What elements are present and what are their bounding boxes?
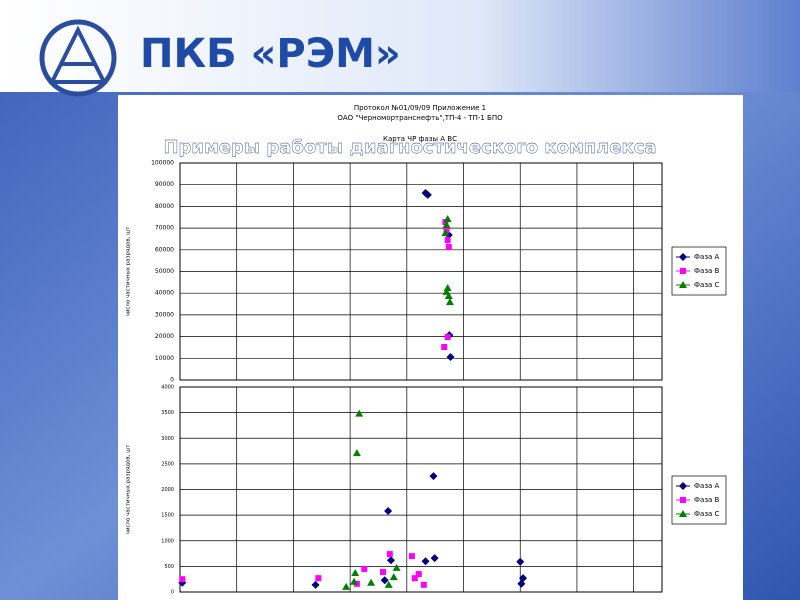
point [445,243,452,250]
point [311,580,320,589]
header-band [0,0,800,92]
legend-label: Фаза А [694,482,720,490]
y-tick-label: 30000 [155,311,174,318]
point [408,553,415,560]
y-tick-label: 70000 [155,225,174,232]
point [423,190,432,199]
point [443,214,452,222]
point [352,449,361,457]
y-tick-label: 1500 [161,513,174,519]
point [179,576,186,583]
y-axis-label: число частичных разрядов, шт [126,226,132,317]
point [443,283,452,291]
point [430,554,439,563]
y-tick-label: 3000 [161,436,174,442]
y-tick-label: 100000 [151,160,174,167]
legend-label: Фаза С [694,510,720,518]
y-tick-label: 10000 [155,355,174,362]
y-tick-label: 500 [164,564,174,570]
point [516,557,525,566]
logo [39,19,117,97]
logo-text: ПКБ «РЭМ» [140,31,401,77]
point [429,472,438,481]
point [411,575,418,582]
y-tick-label: 2500 [161,461,174,467]
point [421,557,430,566]
slide-title: Примеры работы диагностического комплекс… [163,137,656,158]
point [444,237,451,244]
legend-label: Фаза В [694,496,720,504]
y-tick-label: 20000 [155,333,174,340]
point [443,227,450,234]
y-tick-label: 1000 [161,538,174,544]
point [386,551,393,558]
point [420,581,427,588]
point [389,573,398,581]
point [444,292,453,300]
point [446,352,455,361]
point [392,563,401,571]
legend-marker [679,281,687,288]
y-tick-label: 40000 [155,290,174,297]
point [444,334,451,341]
point [384,580,393,588]
y-tick-label: 0 [170,377,174,384]
point [361,565,368,572]
y-tick-label: 4000 [161,385,174,391]
point [380,576,389,585]
chart-title: Карта ЧР фазы А ВС [383,135,457,143]
y-tick-label: 2000 [161,487,174,493]
legend-marker [679,253,687,261]
legend-marker [680,268,686,274]
point [384,507,393,516]
point [386,556,395,565]
legend-marker [680,497,686,503]
y-tick-label: 90000 [155,181,174,188]
point [350,577,359,585]
point [351,569,360,577]
point [445,298,454,306]
chart-title: ОАО "Черномортранснефть",ТП-4 - ТП-1 БПО [337,114,503,122]
legend-label: Фаза В [694,267,720,275]
y-tick-label: 60000 [155,246,174,253]
y-tick-label: 80000 [155,203,174,210]
point [517,579,526,588]
point [441,229,450,237]
legend-label: Фаза С [694,281,720,289]
point [415,571,422,578]
point [441,344,448,351]
legend-label: Фаза А [694,253,720,261]
point [380,569,387,576]
chart-title: Протокол №01/09/09 Приложение 1 [354,104,486,112]
y-axis-label: число частичных разрядов, шт [126,444,132,535]
point [442,221,451,229]
point [315,575,322,582]
point [442,219,449,226]
y-tick-label: 0 [171,590,174,596]
y-tick-label: 3500 [161,410,174,416]
legend-marker [679,482,687,490]
legend-marker [679,510,687,517]
point [355,409,364,417]
y-tick-label: 50000 [155,268,174,275]
point [367,578,376,586]
point [342,582,351,590]
